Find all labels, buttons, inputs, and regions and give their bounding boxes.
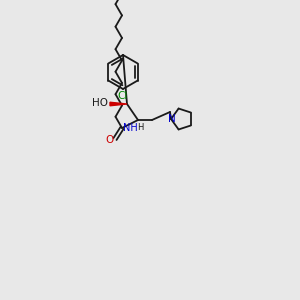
- Text: NH: NH: [123, 123, 137, 133]
- Text: N: N: [168, 114, 176, 124]
- Text: HO: HO: [92, 98, 108, 108]
- Polygon shape: [110, 102, 127, 106]
- Text: Cl: Cl: [118, 91, 128, 101]
- Text: O: O: [106, 135, 114, 145]
- Text: H: H: [137, 122, 143, 131]
